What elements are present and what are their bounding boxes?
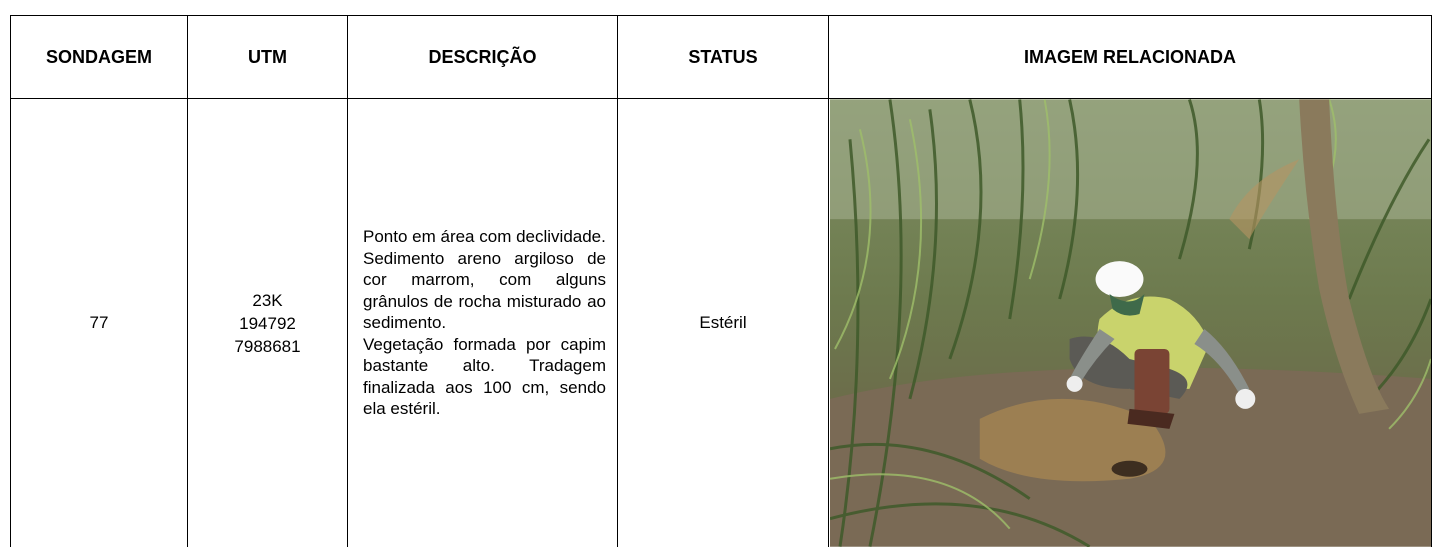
header-cell: IMAGEM RELACIONADA	[828, 15, 1432, 99]
status-cell: Estéril	[617, 99, 828, 547]
utm-cell: 23K 194792 7988681	[187, 99, 347, 547]
utm-line: 194792	[239, 313, 296, 333]
header-cell: STATUS	[617, 15, 828, 99]
description-paragraph: Vegetação formada por capim bastante alt…	[363, 334, 606, 419]
sondagem-cell: 77	[10, 99, 187, 547]
photo	[830, 99, 1431, 547]
header-cell: SONDAGEM	[10, 15, 187, 99]
description-cell: Ponto em área com declividade. Sedimento…	[347, 99, 617, 547]
description-paragraph: Sedimento areno argiloso de cor marrom, …	[363, 248, 606, 333]
description-paragraph: Ponto em área com declividade.	[363, 227, 606, 247]
utm-line: 7988681	[234, 336, 301, 356]
worker	[1066, 261, 1256, 429]
utm-line: 23K	[252, 290, 283, 310]
header-cell: DESCRIÇÃO	[347, 15, 617, 99]
image-cell	[828, 99, 1432, 547]
table: SONDAGEM UTM DESCRIÇÃO STATUS IMAGEM REL…	[10, 15, 1432, 547]
header-cell: UTM	[187, 15, 347, 99]
